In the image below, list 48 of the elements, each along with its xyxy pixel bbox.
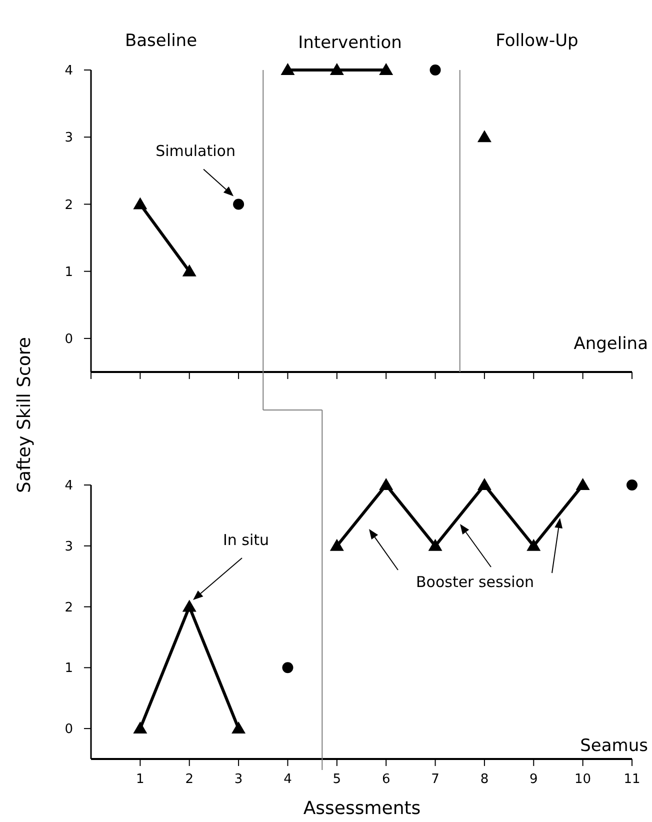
annotation: Simulation bbox=[156, 142, 236, 160]
point bbox=[379, 63, 394, 75]
point bbox=[477, 130, 492, 142]
point bbox=[626, 480, 638, 490]
x-tick-label: 6 bbox=[382, 772, 390, 787]
y-tick-label: 1 bbox=[64, 264, 73, 280]
x-tick-label: 5 bbox=[332, 772, 342, 787]
x-tick-label: 2 bbox=[185, 772, 194, 787]
x-tick-label: 10 bbox=[574, 772, 592, 787]
point bbox=[280, 63, 295, 75]
y-tick-label: 1 bbox=[64, 661, 73, 676]
annotation: Seamus bbox=[580, 736, 648, 756]
text: Baseline bbox=[124, 31, 198, 51]
point bbox=[576, 478, 590, 490]
point bbox=[133, 722, 148, 734]
annotation: Booster session bbox=[416, 573, 534, 591]
y-tick-label: 2 bbox=[64, 198, 73, 213]
y-tick-label: 4 bbox=[64, 64, 73, 79]
x-tick-label: 3 bbox=[234, 772, 243, 787]
y-tick-label: 2 bbox=[64, 600, 73, 616]
point bbox=[379, 478, 394, 490]
x-tick-label: 1 bbox=[136, 772, 144, 787]
point bbox=[282, 662, 294, 674]
x-tick-label: 9 bbox=[529, 772, 538, 787]
point bbox=[428, 538, 442, 551]
point bbox=[526, 538, 541, 551]
y-tick-label: 3 bbox=[64, 539, 73, 554]
point bbox=[477, 478, 492, 490]
point bbox=[233, 198, 244, 210]
text: Follow-Up bbox=[496, 31, 578, 51]
y-tick-label: 4 bbox=[64, 478, 73, 494]
x-tick-label: 8 bbox=[480, 772, 489, 787]
x-tick-label: 11 bbox=[624, 772, 640, 787]
y-tick-label: 3 bbox=[64, 130, 73, 146]
point bbox=[330, 63, 344, 75]
y-tick-label: 0 bbox=[64, 722, 73, 738]
annotation: In situ bbox=[222, 531, 270, 549]
x-tick-label: 7 bbox=[431, 772, 440, 787]
text: Intervention bbox=[298, 33, 402, 53]
point bbox=[330, 538, 344, 551]
y-tick-label: 0 bbox=[64, 332, 73, 347]
x-tick-label: 4 bbox=[284, 772, 292, 787]
point bbox=[232, 722, 246, 734]
point bbox=[430, 64, 441, 76]
x-axis-title: Assessments bbox=[303, 798, 421, 819]
point bbox=[182, 600, 196, 612]
annotation: Angelina bbox=[574, 334, 648, 354]
y-axis-title: Saftey Skill Score bbox=[14, 337, 35, 493]
